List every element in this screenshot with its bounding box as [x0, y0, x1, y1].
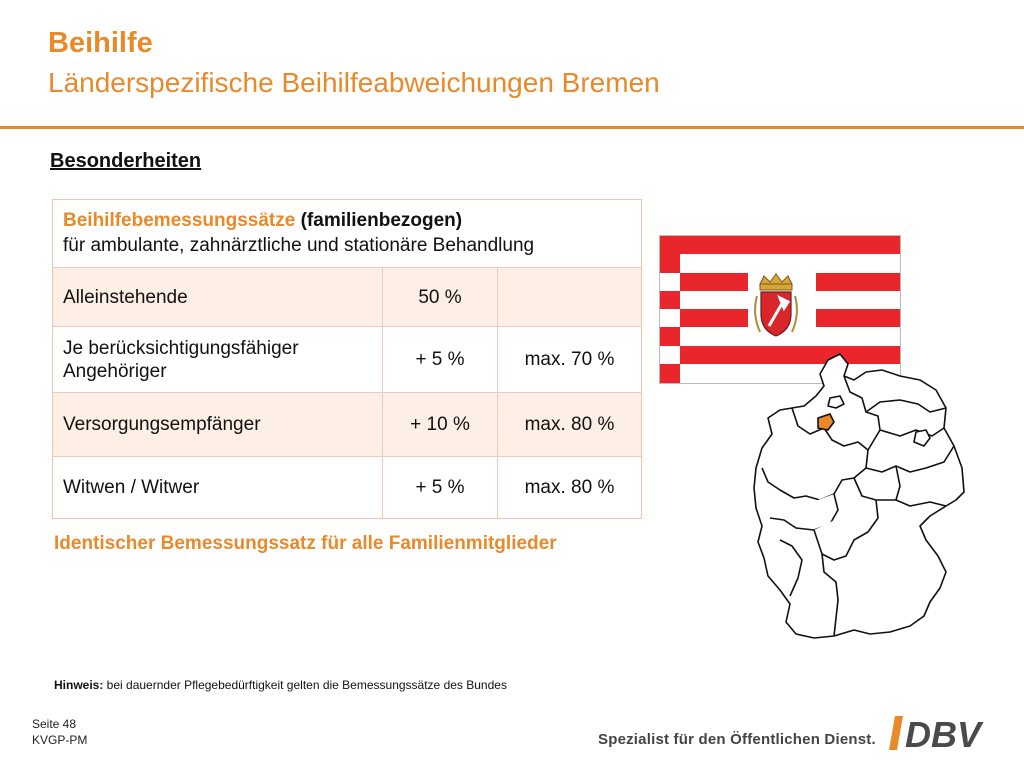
- table-row: Je berücksichtigungsfähiger Angehöriger …: [53, 326, 641, 392]
- row-rate: + 5 %: [383, 457, 498, 518]
- table-row: Versorgungsempfänger + 10 % max. 80 %: [53, 392, 641, 456]
- table-row: Witwen / Witwer + 5 % max. 80 %: [53, 456, 641, 518]
- row-label: Versorgungsempfänger: [53, 393, 383, 456]
- dbv-logo-icon: DBV: [889, 716, 984, 750]
- row-max: max. 80 %: [524, 414, 615, 435]
- page-subtitle: Länderspezifische Beihilfeabweichungen B…: [48, 67, 660, 98]
- hint-body: bei dauernder Pflegebedürftigkeit gelten…: [103, 678, 507, 692]
- row-max: max. 80 %: [524, 477, 615, 498]
- table-header-highlight: Beihilfebemessungssätze: [63, 210, 296, 231]
- title-divider: [0, 126, 1024, 129]
- hint-text: Hinweis: bei dauernder Pflegebedürftigke…: [54, 677, 507, 693]
- row-rate: + 10 %: [383, 393, 498, 456]
- footer-page-info: Seite 48 KVGP-PM: [32, 716, 87, 748]
- logo-text: DBV: [905, 716, 984, 750]
- page-title: Beihilfe: [48, 27, 153, 59]
- row-rate: + 5 %: [383, 327, 498, 392]
- row-max: max. 70 %: [524, 349, 615, 370]
- page-number: Seite 48: [32, 717, 77, 731]
- row-label: Witwen / Witwer: [53, 457, 383, 518]
- hint-label: Hinweis:: [54, 678, 104, 692]
- row-rate: 50 %: [383, 268, 498, 326]
- germany-map-image: [753, 353, 965, 639]
- row-label: Alleinstehende: [53, 268, 383, 326]
- bremen-flag-image: [659, 235, 901, 384]
- footer-tagline: Spezialist für den Öffentlichen Dienst.: [598, 731, 876, 748]
- row-label: Je berücksichtigungsfähiger Angehöriger: [53, 327, 383, 392]
- family-note: Identischer Bemessungssatz für alle Fami…: [54, 533, 557, 554]
- coat-of-arms-icon: [748, 272, 816, 346]
- row-max: [498, 268, 641, 326]
- table-header: Beihilfebemessungssätze (familienbezogen…: [53, 200, 641, 267]
- table-header-qualifier: (familienbezogen): [295, 210, 463, 231]
- document-code: KVGP-PM: [32, 733, 88, 747]
- section-heading: Besonderheiten: [50, 150, 202, 172]
- table-row: Alleinstehende 50 %: [53, 267, 641, 326]
- rates-table: Beihilfebemessungssätze (familienbezogen…: [52, 199, 642, 519]
- table-header-subline: für ambulante, zahnärztliche und station…: [63, 235, 535, 256]
- bremen-highlight: [817, 413, 835, 431]
